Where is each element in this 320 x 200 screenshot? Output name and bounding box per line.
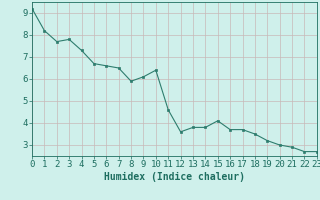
X-axis label: Humidex (Indice chaleur): Humidex (Indice chaleur) [104, 172, 245, 182]
